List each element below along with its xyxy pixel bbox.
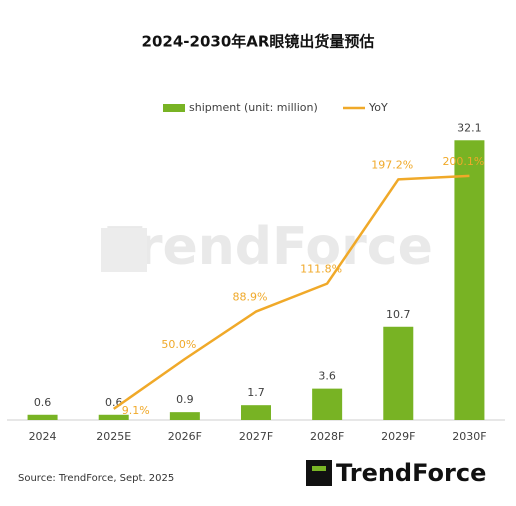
yoy-label: 88.9% bbox=[233, 291, 268, 304]
logo: TrendForce bbox=[306, 459, 486, 487]
logo-text: TrendForce bbox=[336, 459, 486, 487]
yoy-label: 111.8% bbox=[300, 263, 342, 276]
logo-icon-accent bbox=[312, 466, 326, 471]
bar-value-label: 0.6 bbox=[105, 396, 123, 409]
bar bbox=[98, 414, 129, 420]
legend-label: shipment (unit: million) bbox=[189, 101, 318, 114]
chart-title: 2024-2030年AR眼镜出货量预估 bbox=[142, 33, 375, 51]
yoy-label: 9.1% bbox=[122, 404, 150, 417]
yoy-label: 200.1% bbox=[442, 155, 484, 168]
bar-value-label: 10.7 bbox=[386, 308, 411, 321]
bar bbox=[454, 140, 485, 420]
watermark: TrendForce bbox=[107, 217, 433, 277]
bar bbox=[241, 405, 271, 420]
yoy-label: 197.2% bbox=[371, 158, 413, 171]
legend-label: YoY bbox=[368, 101, 388, 114]
bar bbox=[169, 412, 200, 420]
x-tick-label: 2029F bbox=[381, 430, 415, 443]
yoy-line bbox=[112, 174, 470, 410]
bar bbox=[383, 326, 414, 420]
bar-value-label: 0.6 bbox=[34, 396, 52, 409]
x-tick-label: 2030F bbox=[452, 430, 486, 443]
bar-value-label: 1.7 bbox=[247, 386, 265, 399]
bar-value-label: 0.9 bbox=[176, 393, 194, 406]
logo-icon bbox=[306, 460, 332, 486]
watermark-icon bbox=[101, 228, 147, 272]
x-tick-label: 2026F bbox=[168, 430, 202, 443]
legend-swatch bbox=[163, 104, 185, 112]
bar-value-label: 3.6 bbox=[318, 370, 336, 383]
x-tick-label: 2024 bbox=[29, 430, 57, 443]
bar bbox=[312, 388, 343, 420]
yoy-label: 50.0% bbox=[161, 338, 196, 351]
source: Source: TrendForce, Sept. 2025 bbox=[18, 473, 174, 484]
bar-value-label: 32.1 bbox=[457, 121, 482, 134]
x-tick-label: 2027F bbox=[239, 430, 273, 443]
x-tick-label: 2028F bbox=[310, 430, 344, 443]
x-tick-label: 2025E bbox=[96, 430, 131, 443]
bar bbox=[27, 414, 58, 420]
